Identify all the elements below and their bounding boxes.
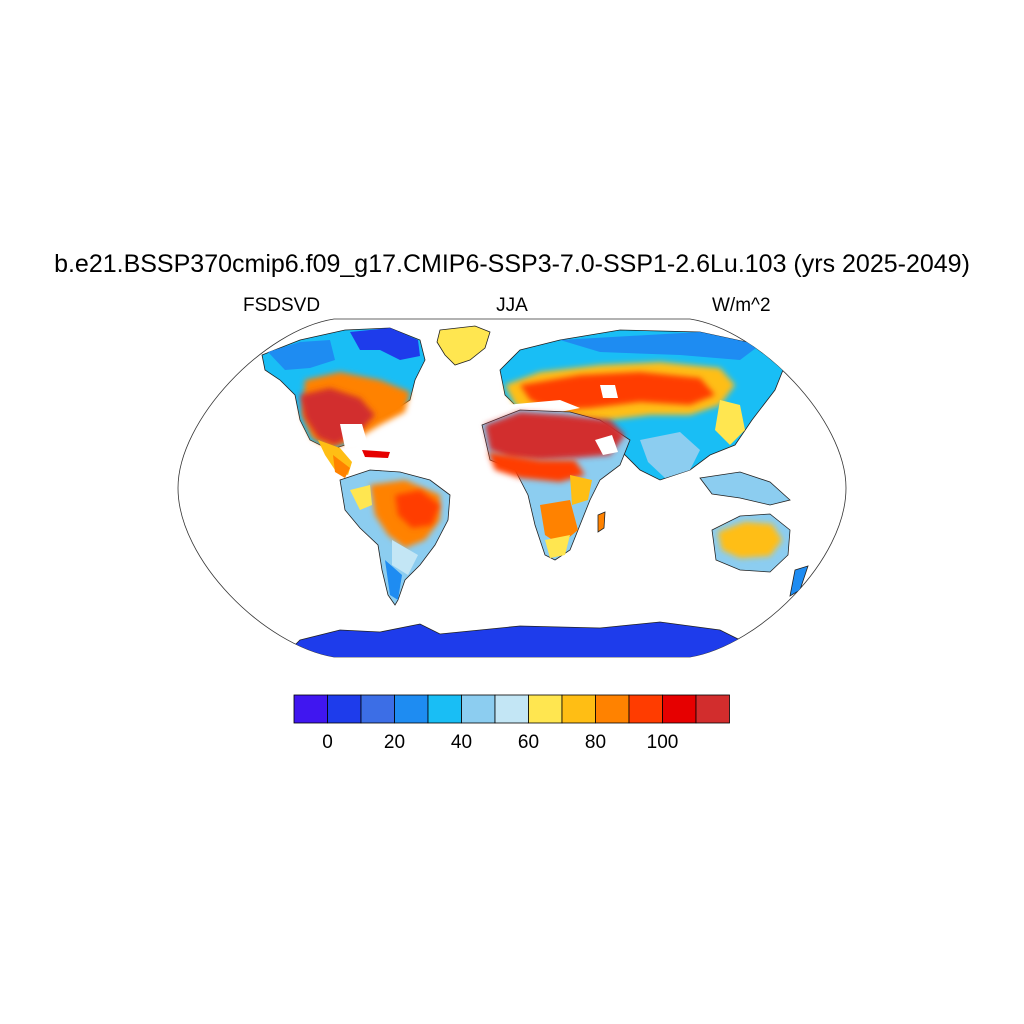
- variable-label: FSDSVD: [243, 295, 321, 316]
- south-america-region: [339, 469, 451, 606]
- colorbar-swatch: [327, 694, 362, 724]
- colorbar-swatch: [628, 694, 663, 724]
- colorbar-swatch: [662, 694, 697, 724]
- southeast-asia-region: [699, 471, 791, 506]
- colorbar-swatch: [394, 694, 429, 724]
- colorbar-tick-label: 20: [384, 732, 405, 753]
- madagascar-region: [597, 511, 606, 533]
- colorbar-swatch: [360, 694, 395, 724]
- colorbar-tick-label: 80: [585, 732, 606, 753]
- colorbar-swatch: [595, 694, 630, 724]
- colorbar-swatch: [695, 694, 730, 724]
- colorbar-tick-labels: 0 20 40 60 80 100: [322, 732, 678, 753]
- colorbar-tick-label: 100: [647, 732, 679, 753]
- world-map: [177, 318, 847, 658]
- colorbar-swatches: [293, 694, 730, 724]
- colorbar-tick-label: 60: [518, 732, 539, 753]
- colorbar-swatch: [461, 694, 496, 724]
- australia-region: [711, 513, 791, 573]
- colorbar: 0 20 40 60 80 100: [293, 694, 730, 753]
- units-label: W/m^2: [712, 295, 771, 316]
- colorbar-swatch: [494, 694, 529, 724]
- antarctica-region: [279, 621, 761, 657]
- greenland-region: [436, 325, 491, 366]
- colorbar-swatch: [427, 694, 462, 724]
- colorbar-tick-label: 40: [451, 732, 472, 753]
- season-label: JJA: [496, 295, 528, 316]
- colorbar-swatch: [561, 694, 596, 724]
- map-title: b.e21.BSSP370cmip6.f09_g17.CMIP6-SSP3-7.…: [54, 250, 970, 278]
- africa-region: [481, 409, 631, 561]
- eurasia-region: [499, 329, 786, 481]
- colorbar-tick-label: 0: [322, 732, 333, 753]
- north-america-region: [261, 327, 426, 478]
- colorbar-swatch: [528, 694, 563, 724]
- colorbar-swatch: [293, 694, 328, 724]
